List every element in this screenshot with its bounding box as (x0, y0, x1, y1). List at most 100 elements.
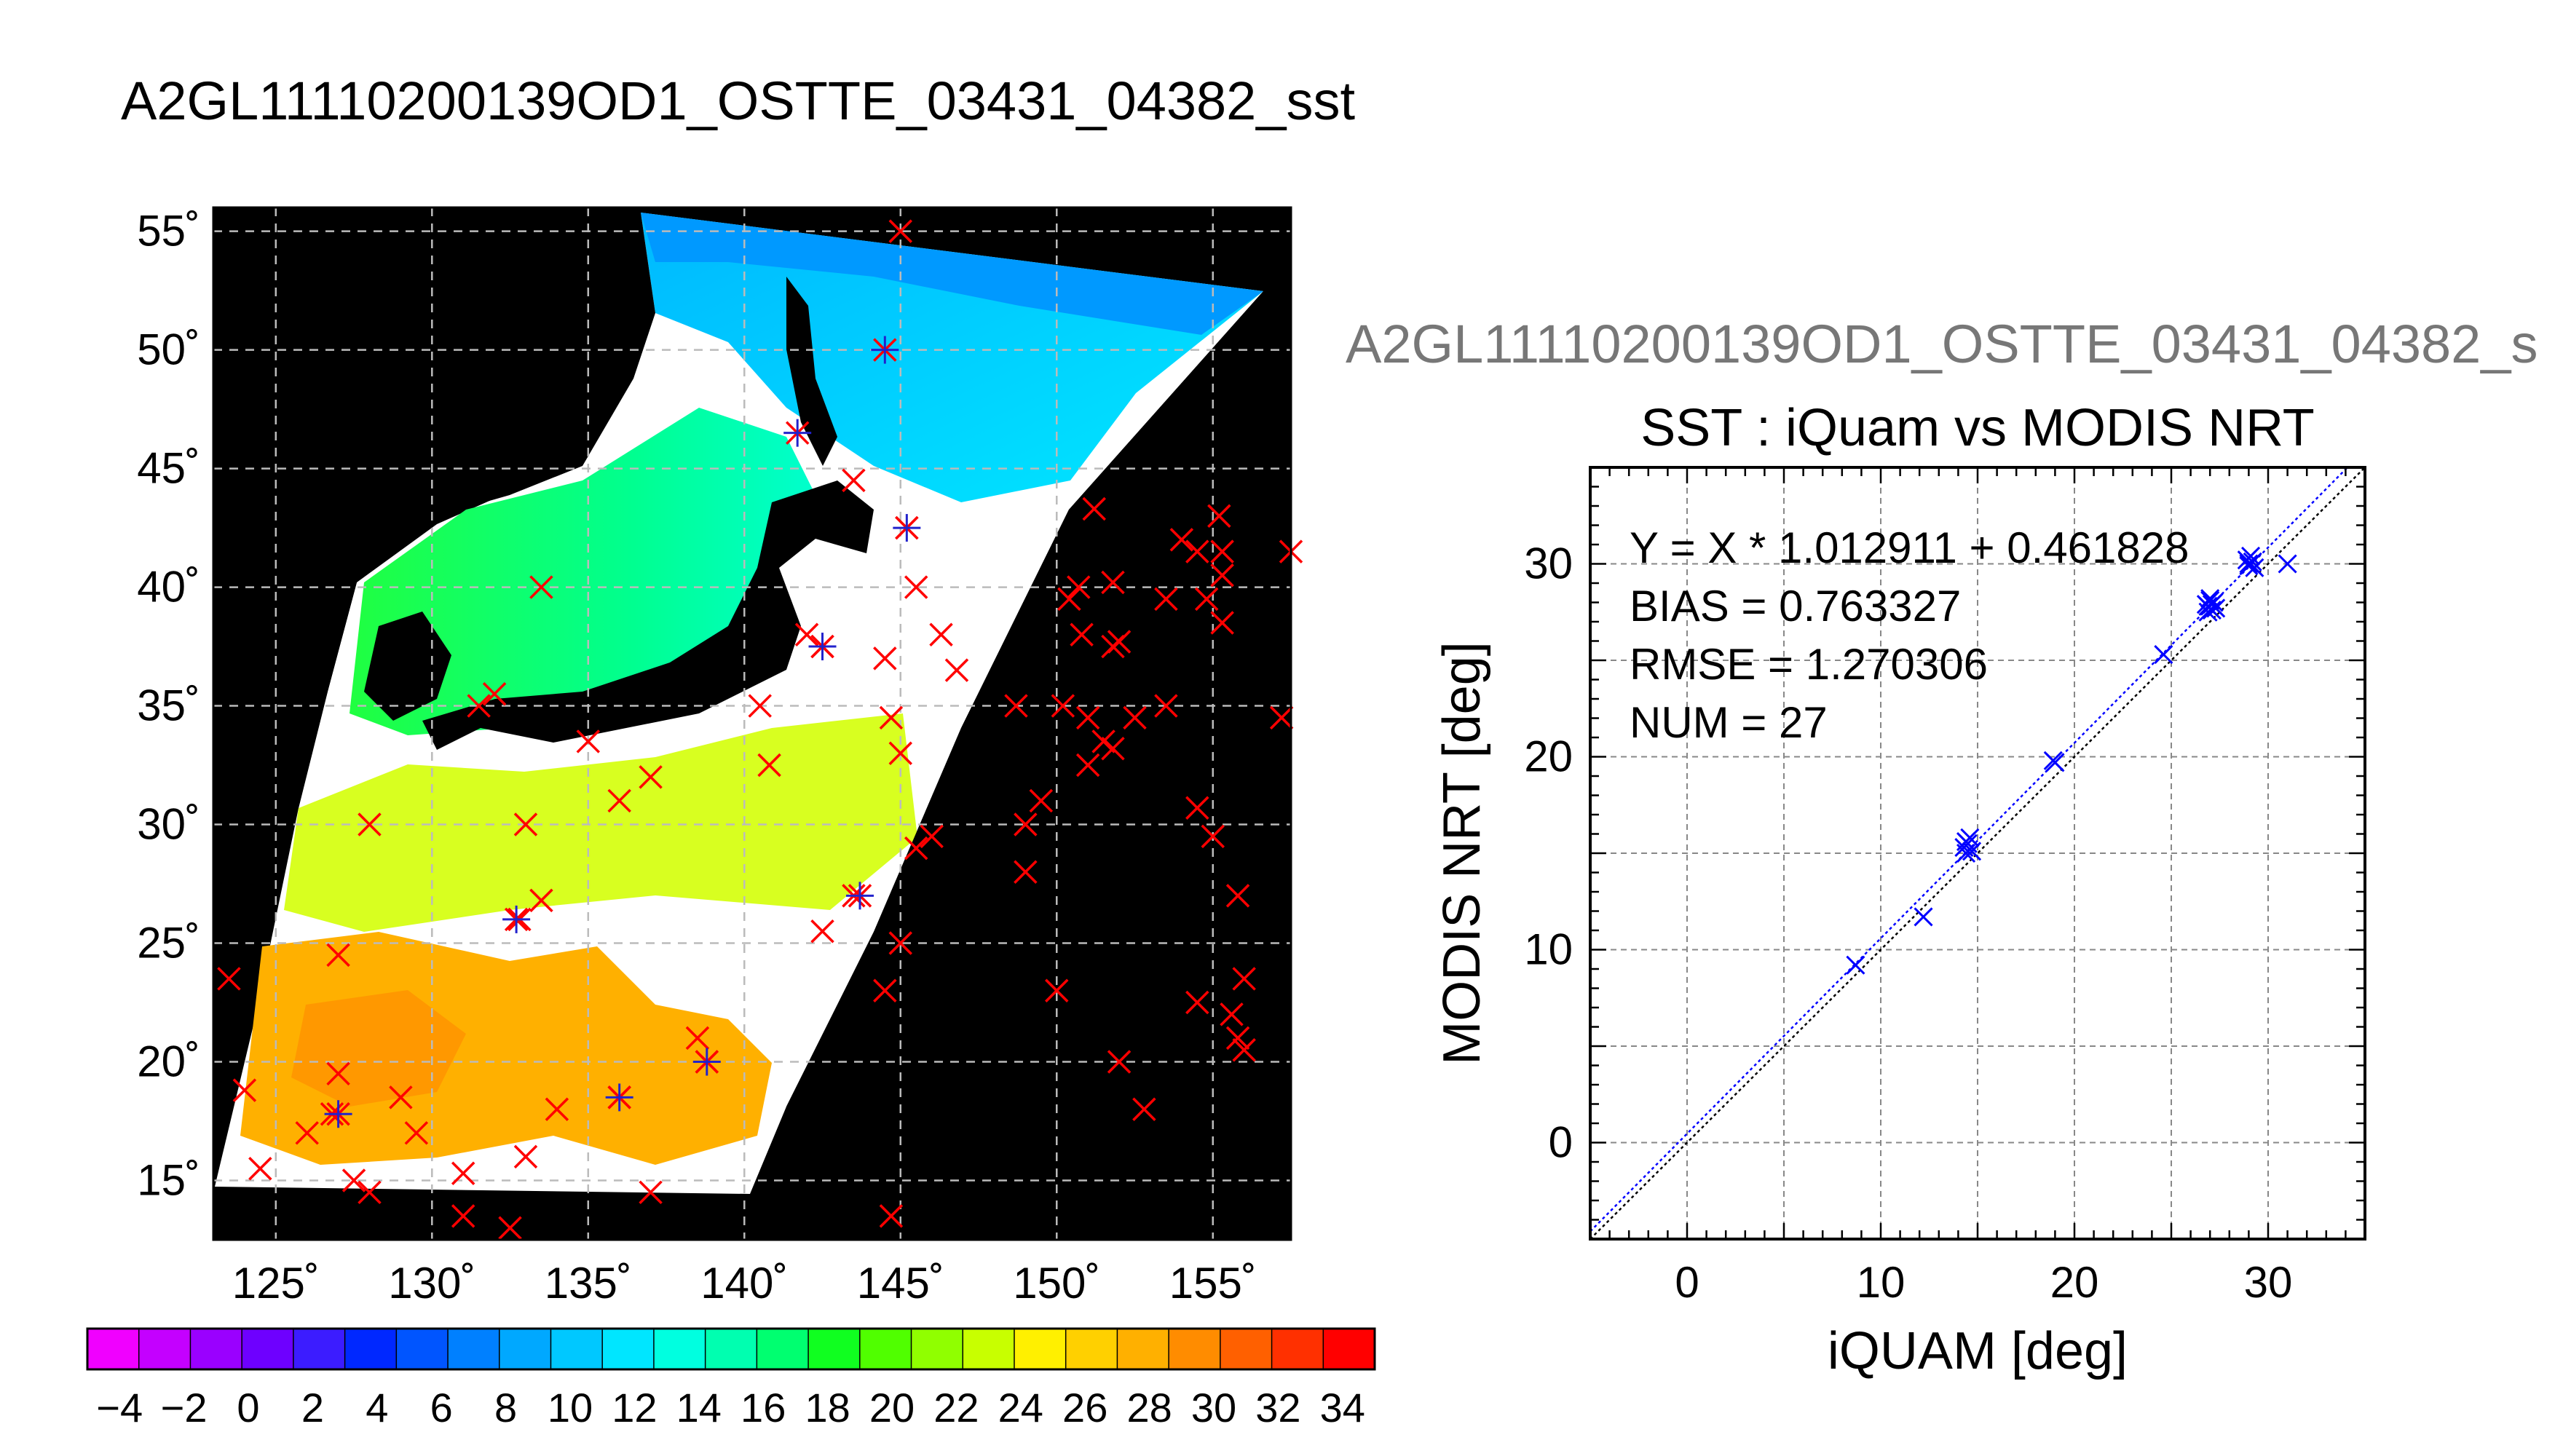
colorbar-swatch (87, 1329, 140, 1369)
scatter-point (2045, 753, 2065, 772)
colorbar-swatch (1065, 1329, 1118, 1369)
land-asia (213, 207, 655, 837)
colorbar-swatch (1220, 1329, 1273, 1369)
buoy-marker (1107, 630, 1132, 654)
scatter-point (2243, 552, 2262, 571)
buoy-marker (1207, 504, 1231, 529)
outside-swath-east (750, 284, 1291, 1240)
scatter-point (2196, 595, 2216, 614)
colorbar-tick-label: 4 (366, 1385, 388, 1431)
bias-value: BIAS = 0.763327 (1630, 582, 1961, 630)
colorbar-tick-label: 20 (869, 1385, 915, 1431)
colorbar-tick-label: 2 (301, 1385, 324, 1431)
matched-buoy-marker (846, 882, 874, 910)
colorbar-swatch (653, 1329, 706, 1369)
colorbar-swatch (808, 1329, 861, 1369)
scatter-x-tick-label: 20 (2050, 1258, 2099, 1307)
colorbar-swatch (1323, 1329, 1375, 1369)
buoy-marker (1123, 705, 1147, 730)
fit-line (1590, 467, 2349, 1233)
colorbar-swatch (1117, 1329, 1169, 1369)
buoy-marker (404, 1121, 429, 1145)
buoy-marker (513, 812, 538, 836)
buoy-marker (1067, 575, 1091, 599)
rmse-value: RMSE = 1.270306 (1630, 640, 1988, 689)
buoy-marker (1232, 967, 1256, 991)
buoy-marker (842, 468, 866, 493)
buoy-marker (1154, 587, 1178, 612)
map-lon-tick-labels: 125˚ 130˚ 135˚ 140˚ 145˚ 150˚ 155˚ (232, 1259, 1257, 1307)
colorbar-tick-label: 26 (1062, 1385, 1107, 1431)
scatter-y-tick-label: 30 (1524, 539, 1573, 588)
fit-equation: Y = X * 1.012911 + 0.461828 (1630, 523, 2189, 572)
buoy-marker (873, 978, 897, 1002)
buoy-marker (326, 1061, 350, 1086)
matched-buoy-marker (808, 633, 837, 661)
colorbar-swatch (499, 1329, 551, 1369)
matched-buoy-marker (893, 514, 921, 542)
colorbar-tick-label: 14 (676, 1385, 722, 1431)
scatter-y-tick-label: 20 (1524, 732, 1573, 781)
buoy-marker (873, 646, 897, 670)
scatter-x-tick-label: 0 (1675, 1258, 1699, 1307)
scatter-points (1846, 546, 2297, 975)
buoy-marker (358, 812, 382, 836)
buoy-marker (888, 931, 913, 955)
scatter-point (1956, 832, 1976, 852)
colorbar-boxes (87, 1329, 1375, 1369)
colorbar-tick-label: 16 (741, 1385, 786, 1431)
buoy-marker (1210, 539, 1234, 563)
colorbar-swatch (1271, 1329, 1324, 1369)
map-lon-tick-label: 140˚ (700, 1259, 788, 1307)
buoy-marker (1194, 587, 1219, 612)
scatter-point (2278, 554, 2297, 574)
scatter-plot: SST : iQuam vs MODIS NRT 0 10 20 30 0 10 20 30… (1433, 399, 2366, 1380)
colorbar-tick-label: 12 (612, 1385, 657, 1431)
buoy-marker (1185, 796, 1209, 820)
buoy-marker (1014, 812, 1038, 836)
map-lon-tick-label: 150˚ (1013, 1259, 1100, 1307)
scatter-point (1914, 907, 1933, 927)
colorbar-swatch (448, 1329, 500, 1369)
buoy-marker (1210, 611, 1234, 635)
y-axis-label: MODIS NRT [deg] (1433, 641, 1491, 1065)
buoy-marker (879, 705, 904, 730)
x-axis-label: iQUAM [deg] (1828, 1322, 2128, 1380)
buoy-marker (929, 622, 953, 646)
scatter-point (2245, 558, 2264, 577)
buoy-marker (1132, 1097, 1156, 1121)
matched-buoy-marker (605, 1083, 633, 1112)
map-markers (217, 219, 1303, 1240)
buoy-marker (904, 575, 928, 599)
sst-map-panel: 125˚ 130˚ 135˚ 140˚ 145˚ 150˚ 155˚ 15˚ 20˚ 25˚ 30… (137, 206, 1303, 1307)
buoy-marker (513, 1144, 538, 1169)
map-lat-tick-label: 50˚ (137, 325, 200, 374)
buoy-marker (248, 1156, 272, 1181)
buoy-marker (482, 682, 507, 706)
swath-yellow-area (284, 713, 917, 932)
scatter-annotations: Y = X * 1.012911 + 0.461828 BIAS = 0.763… (1630, 523, 2189, 747)
buoy-marker (920, 824, 944, 849)
buoy-marker (1091, 729, 1115, 753)
buoy-marker (888, 219, 913, 243)
scatter-grid (1590, 467, 2365, 1239)
buoy-marker (1232, 1037, 1256, 1062)
colorbar-tick-label: 24 (998, 1385, 1043, 1431)
buoy-marker (467, 694, 491, 718)
scatter-point (1962, 842, 1982, 861)
buoy-marker (1045, 978, 1069, 1002)
buoy-marker (451, 1161, 475, 1185)
colorbar-swatch (1014, 1329, 1067, 1369)
scatter-y-tick-label: 10 (1524, 925, 1573, 974)
scatter-point (2202, 595, 2222, 614)
swath-orange-area (240, 932, 772, 1165)
buoy-marker (879, 1204, 904, 1228)
colorbar-tick-label: 18 (805, 1385, 850, 1431)
buoy-marker (1201, 824, 1225, 849)
buoy-marker (529, 888, 553, 913)
buoy-marker (1014, 860, 1038, 884)
scatter-y-tick-label: 0 (1549, 1118, 1573, 1167)
colorbar-swatch (344, 1329, 397, 1369)
buoy-marker (1185, 539, 1209, 563)
buoy-marker (545, 1097, 569, 1121)
